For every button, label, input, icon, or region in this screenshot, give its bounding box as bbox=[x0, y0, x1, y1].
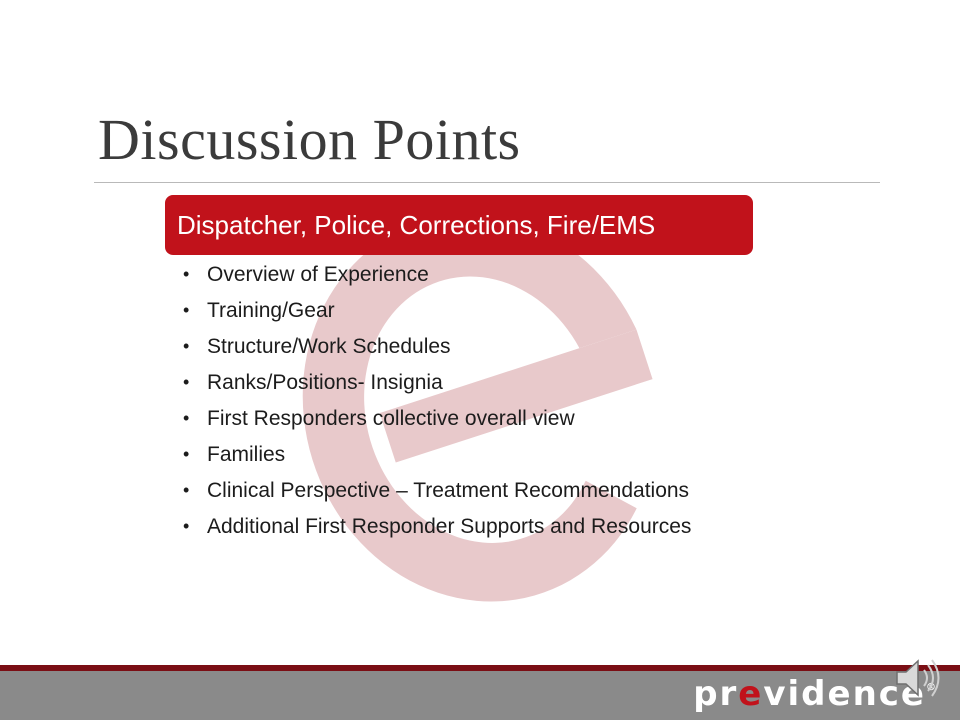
bullet-icon: • bbox=[183, 476, 189, 505]
list-item: • Training/Gear bbox=[183, 296, 703, 325]
bullet-text: Ranks/Positions- Insignia bbox=[207, 371, 443, 394]
list-item: • First Responders collective overall vie… bbox=[183, 404, 703, 433]
bullet-text: First Responders collective overall view bbox=[207, 407, 575, 430]
bullet-list: • Overview of Experience • Training/Gear •… bbox=[183, 260, 703, 548]
slide-title: Discussion Points bbox=[98, 106, 521, 173]
bullet-icon: • bbox=[183, 260, 189, 289]
speaker-icon[interactable] bbox=[893, 655, 945, 701]
title-divider bbox=[94, 182, 880, 183]
list-item: • Additional First Responder Supports and… bbox=[183, 512, 703, 541]
logo-text-accent: e bbox=[738, 674, 763, 714]
bullet-text: Training/Gear bbox=[207, 299, 335, 322]
list-item: • Clinical Perspective – Treatment Recomm… bbox=[183, 476, 703, 505]
bullet-icon: • bbox=[183, 332, 189, 361]
bullet-icon: • bbox=[183, 368, 189, 397]
logo-text-start: pr bbox=[693, 674, 738, 714]
bullet-icon: • bbox=[183, 404, 189, 433]
list-item: • Overview of Experience bbox=[183, 260, 703, 289]
bullet-text: Clinical Perspective – Treatment Recomme… bbox=[207, 479, 689, 502]
bullet-icon: • bbox=[183, 440, 189, 469]
bullet-icon: • bbox=[183, 296, 189, 325]
bullet-text: Overview of Experience bbox=[207, 263, 429, 286]
bullet-text: Families bbox=[207, 443, 285, 466]
list-item: • Families bbox=[183, 440, 703, 469]
bullet-text: Additional First Responder Supports and … bbox=[207, 515, 691, 538]
bullet-icon: • bbox=[183, 512, 189, 541]
section-banner: Dispatcher, Police, Corrections, Fire/EM… bbox=[165, 195, 753, 255]
bullet-text: Structure/Work Schedules bbox=[207, 335, 451, 358]
list-item: • Structure/Work Schedules bbox=[183, 332, 703, 361]
list-item: • Ranks/Positions- Insignia bbox=[183, 368, 703, 397]
